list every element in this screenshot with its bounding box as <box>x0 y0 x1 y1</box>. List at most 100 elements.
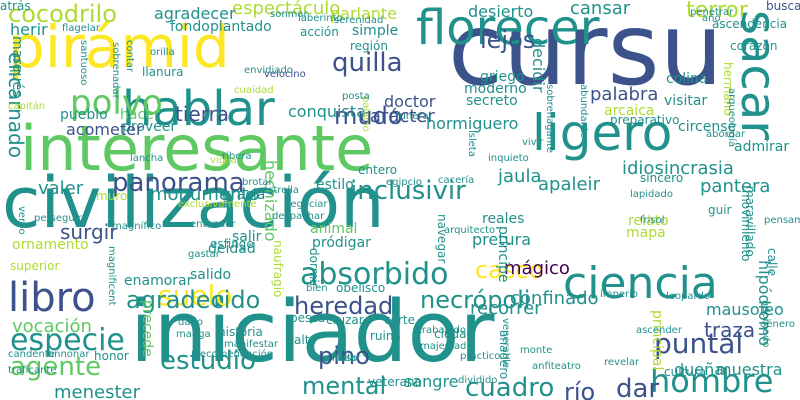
cloud-word: colina <box>666 71 708 87</box>
cloud-word: terror <box>686 0 748 23</box>
cloud-word: panorama <box>112 168 245 198</box>
cloud-word: flagelar <box>62 23 100 34</box>
cloud-word: género <box>760 319 795 330</box>
cloud-word: ascendencia <box>712 17 788 31</box>
cloud-word: encarnado <box>4 52 28 158</box>
cloud-word: acometer <box>66 120 143 139</box>
cloud-word: vigila <box>210 155 237 166</box>
cloud-word: proveer <box>122 119 177 135</box>
cloud-word: naufragio <box>271 240 285 298</box>
cloud-word: necrópoli <box>420 286 531 314</box>
cloud-word: deidad <box>208 241 256 257</box>
cloud-word: bien <box>306 283 328 294</box>
cloud-word: corazón <box>730 39 778 53</box>
cloud-word: dar <box>616 374 660 400</box>
cloud-word: serenidad <box>334 15 384 26</box>
cloud-word: recomendación <box>196 349 274 360</box>
cloud-word: veterano <box>368 375 422 389</box>
cloud-word: mágico <box>504 258 570 279</box>
cloud-word: visitar <box>664 93 708 109</box>
cloud-word: hacer <box>120 107 160 123</box>
cloud-word: perseguir <box>34 213 82 224</box>
cloud-word: cuadro <box>465 373 555 400</box>
cloud-word: santuoso <box>78 40 89 86</box>
cloud-word: conquista <box>288 102 366 121</box>
cloud-word: orilla <box>150 47 175 58</box>
cloud-word: preparativo <box>610 113 680 127</box>
cloud-word: interesante <box>20 112 374 185</box>
cloud-word: muro <box>96 189 128 203</box>
cloud-word: llanura <box>142 65 184 79</box>
cloud-word: animal <box>310 221 358 237</box>
cloud-word: jaula <box>498 166 542 187</box>
cloud-word: calle <box>765 248 779 277</box>
cloud-word: guir <box>708 203 732 217</box>
cloud-word: honor <box>94 349 129 363</box>
cloud-word: annonar <box>48 349 90 360</box>
cloud-word: mapa <box>626 225 666 241</box>
cloud-word: pino <box>318 342 370 370</box>
cloud-word: candente <box>8 349 55 360</box>
cloud-word: pesca <box>290 311 326 325</box>
cloud-word: atrás <box>0 0 31 13</box>
cloud-word: sacar <box>730 10 786 140</box>
cloud-word: casco <box>475 256 544 284</box>
cloud-word: navegar <box>435 214 449 264</box>
cloud-word: pueblo <box>60 107 108 123</box>
cloud-word: palabra <box>590 84 659 105</box>
cloud-word: florecer <box>416 0 600 56</box>
cloud-word: oso <box>340 353 358 364</box>
cloud-word: contar <box>124 40 135 73</box>
cloud-word: confinado <box>510 288 599 309</box>
cloud-word: vivir <box>522 137 544 148</box>
cloud-word: suelo <box>158 279 233 312</box>
cloud-word: traficante <box>8 365 57 376</box>
cloud-word: magnificent <box>106 246 117 306</box>
cloud-word: tierra <box>175 102 230 126</box>
cloud-word: ribera <box>222 151 252 162</box>
cloud-word: surgir <box>60 220 118 244</box>
cloud-word: pantera <box>700 176 771 197</box>
cloud-word: polvo <box>70 83 163 123</box>
cloud-word: agradecido <box>126 286 261 314</box>
cloud-word: majestad <box>420 341 467 352</box>
cloud-word: precede <box>139 300 155 357</box>
cloud-word: ciencia <box>563 258 718 309</box>
cloud-word: cansar <box>570 0 631 19</box>
cloud-word: cultura <box>664 365 707 379</box>
cloud-word: iniciador <box>130 283 495 382</box>
cloud-word: imperio <box>600 289 639 300</box>
cloud-word: absorbido <box>300 257 449 292</box>
cloud-word: apaleir <box>538 174 600 195</box>
cloud-word: dado <box>178 317 203 328</box>
cloud-word: trabajado <box>418 325 467 336</box>
cloud-word: arcaica <box>604 103 655 119</box>
cloud-word: lapidado <box>630 189 673 200</box>
cloud-word: arqueología <box>726 88 737 148</box>
cloud-word: menester <box>54 382 141 400</box>
cloud-word: herir <box>10 20 48 39</box>
cloud-word: mudo <box>334 102 403 130</box>
cloud-word: hormiguero <box>426 114 519 133</box>
cloud-word: anadero <box>497 330 511 380</box>
cloud-word: cocodrilo <box>8 0 117 28</box>
cloud-word: simple <box>352 23 399 39</box>
cloud-word: príncipe <box>495 226 511 283</box>
cloud-word: superior <box>10 259 60 273</box>
cloud-word: movimiento <box>739 190 753 262</box>
cloud-word: velocino <box>264 69 306 80</box>
cloud-word: muestra <box>716 360 783 379</box>
cloud-word: abordar <box>706 129 746 140</box>
cloud-word: posta <box>342 91 370 102</box>
cloud-word: mental <box>302 372 387 400</box>
cloud-word: ascender <box>636 325 682 336</box>
cloud-word: abundante <box>578 84 589 139</box>
cloud-word: principal <box>649 310 665 371</box>
cloud-word: leopardo <box>666 291 710 302</box>
cloud-word: dormir <box>307 248 321 288</box>
cloud-word: funeral <box>396 111 432 122</box>
cloud-word: entender <box>190 219 236 230</box>
cloud-word: hallar <box>332 353 361 364</box>
cloud-word: egipcio <box>386 177 423 188</box>
cloud-word: río <box>564 378 596 400</box>
